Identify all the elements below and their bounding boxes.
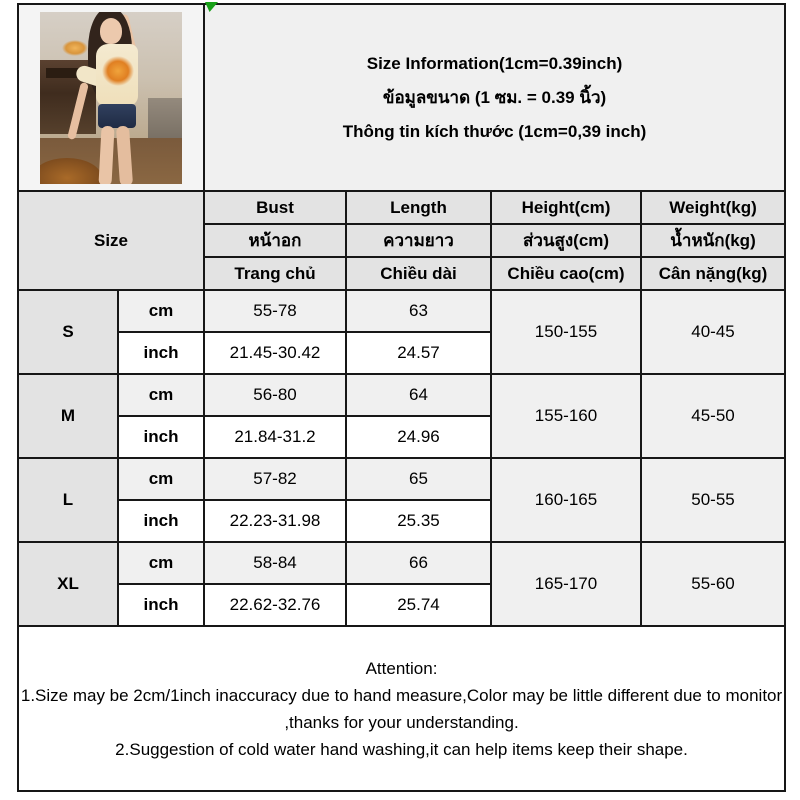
col-header-length-th: ความยาว xyxy=(345,223,492,258)
table-row: S cm 55-78 63 150-155 40-45 xyxy=(17,289,787,375)
l-bust-inch: 22.23-31.98 xyxy=(203,499,347,543)
s-bust-inch: 21.45-30.42 xyxy=(203,331,347,375)
s-length-inch: 24.57 xyxy=(345,331,492,375)
photo-flower-print xyxy=(102,56,134,86)
unit-inch-label: inch xyxy=(117,499,205,543)
size-m-label: M xyxy=(17,373,119,459)
col-header-weight-th: น้ำหนัก(kg) xyxy=(639,223,787,258)
col-header-weight-en: Weight(kg) xyxy=(639,190,787,225)
table-row: M cm 56-80 64 155-160 45-50 xyxy=(17,373,787,459)
table-row: inch 22.62-32.76 25.74 xyxy=(18,583,785,627)
m-length-cm: 64 xyxy=(345,373,492,417)
m-weight: 45-50 xyxy=(639,373,787,459)
xl-height: 165-170 xyxy=(490,541,642,627)
col-header-length-en: Length xyxy=(345,190,492,225)
attention-line-1: 1.Size may be 2cm/1inch inaccuracy due t… xyxy=(20,685,783,732)
s-height: 150-155 xyxy=(490,289,642,375)
unit-cm-label: cm xyxy=(117,373,205,417)
table-row: inch 21.84-31.2 24.96 xyxy=(18,415,785,459)
green-corner-marker xyxy=(205,2,218,12)
size-xl-label: XL xyxy=(17,541,119,627)
col-header-height-en: Height(cm) xyxy=(490,190,642,225)
table-row: L cm 57-82 65 160-165 50-55 xyxy=(17,457,787,543)
l-bust-cm: 57-82 xyxy=(203,457,347,501)
xl-weight: 55-60 xyxy=(639,541,787,627)
size-header: Size xyxy=(17,190,205,291)
l-length-inch: 25.35 xyxy=(345,499,492,543)
size-table: Size Information(1cm=0.39inch) ข้อมูลขนา… xyxy=(16,3,787,792)
photo-model-face xyxy=(100,18,122,44)
photo-lamp-glow xyxy=(62,40,88,56)
size-chart-frame: Size Information(1cm=0.39inch) ข้อมูลขนา… xyxy=(16,2,787,792)
product-photo-cell xyxy=(17,3,205,192)
title-thai: ข้อมูลขนาด (1 ซม. = 0.39 นิ้ว) xyxy=(382,87,607,107)
s-bust-cm: 55-78 xyxy=(203,289,347,333)
col-header-height-th: ส่วนสูง(cm) xyxy=(490,223,642,258)
table-row: inch 21.45-30.42 24.57 xyxy=(18,331,785,375)
attention-heading: Attention: xyxy=(365,658,438,678)
table-row: XL cm 58-84 66 165-170 55-60 xyxy=(17,541,787,627)
attention-note-cell: Attention: 1.Size may be 2cm/1inch inacc… xyxy=(16,625,787,792)
l-height: 160-165 xyxy=(490,457,642,543)
col-header-height-vi: Chiều cao(cm) xyxy=(490,256,642,291)
m-length-inch: 24.96 xyxy=(345,415,492,459)
product-photo xyxy=(40,12,182,184)
unit-cm-label: cm xyxy=(117,457,205,501)
s-weight: 40-45 xyxy=(639,289,787,375)
m-bust-cm: 56-80 xyxy=(203,373,347,417)
size-info-title-cell: Size Information(1cm=0.39inch) ข้อมูลขนา… xyxy=(202,3,787,192)
col-header-length-vi: Chiều dài xyxy=(345,256,492,291)
title-vietnamese: Thông tin kích thước (1cm=0,39 inch) xyxy=(342,121,647,141)
title-english: Size Information(1cm=0.39inch) xyxy=(366,53,623,73)
table-row: inch 22.23-31.98 25.35 xyxy=(18,499,785,543)
l-weight: 50-55 xyxy=(639,457,787,543)
xl-bust-inch: 22.62-32.76 xyxy=(203,583,347,627)
xl-length-cm: 66 xyxy=(345,541,492,585)
col-header-bust-en: Bust xyxy=(203,190,347,225)
size-l-label: L xyxy=(17,457,119,543)
m-bust-inch: 21.84-31.2 xyxy=(203,415,347,459)
photo-denim-shorts xyxy=(98,104,136,128)
photo-model-leg-right xyxy=(115,125,134,184)
unit-inch-label: inch xyxy=(117,331,205,375)
xl-bust-cm: 58-84 xyxy=(203,541,347,585)
xl-length-inch: 25.74 xyxy=(345,583,492,627)
s-length-cm: 63 xyxy=(345,289,492,333)
unit-cm-label: cm xyxy=(117,289,205,333)
m-height: 155-160 xyxy=(490,373,642,459)
attention-line-2: 2.Suggestion of cold water hand washing,… xyxy=(115,739,688,759)
col-header-bust-th: หน้าอก xyxy=(203,223,347,258)
unit-cm-label: cm xyxy=(117,541,205,585)
unit-inch-label: inch xyxy=(117,583,205,627)
col-header-bust-vi: Trang chủ xyxy=(203,256,347,291)
col-header-weight-vi: Cân nặng(kg) xyxy=(639,256,787,291)
l-length-cm: 65 xyxy=(345,457,492,501)
size-s-label: S xyxy=(17,289,119,375)
unit-inch-label: inch xyxy=(117,415,205,459)
